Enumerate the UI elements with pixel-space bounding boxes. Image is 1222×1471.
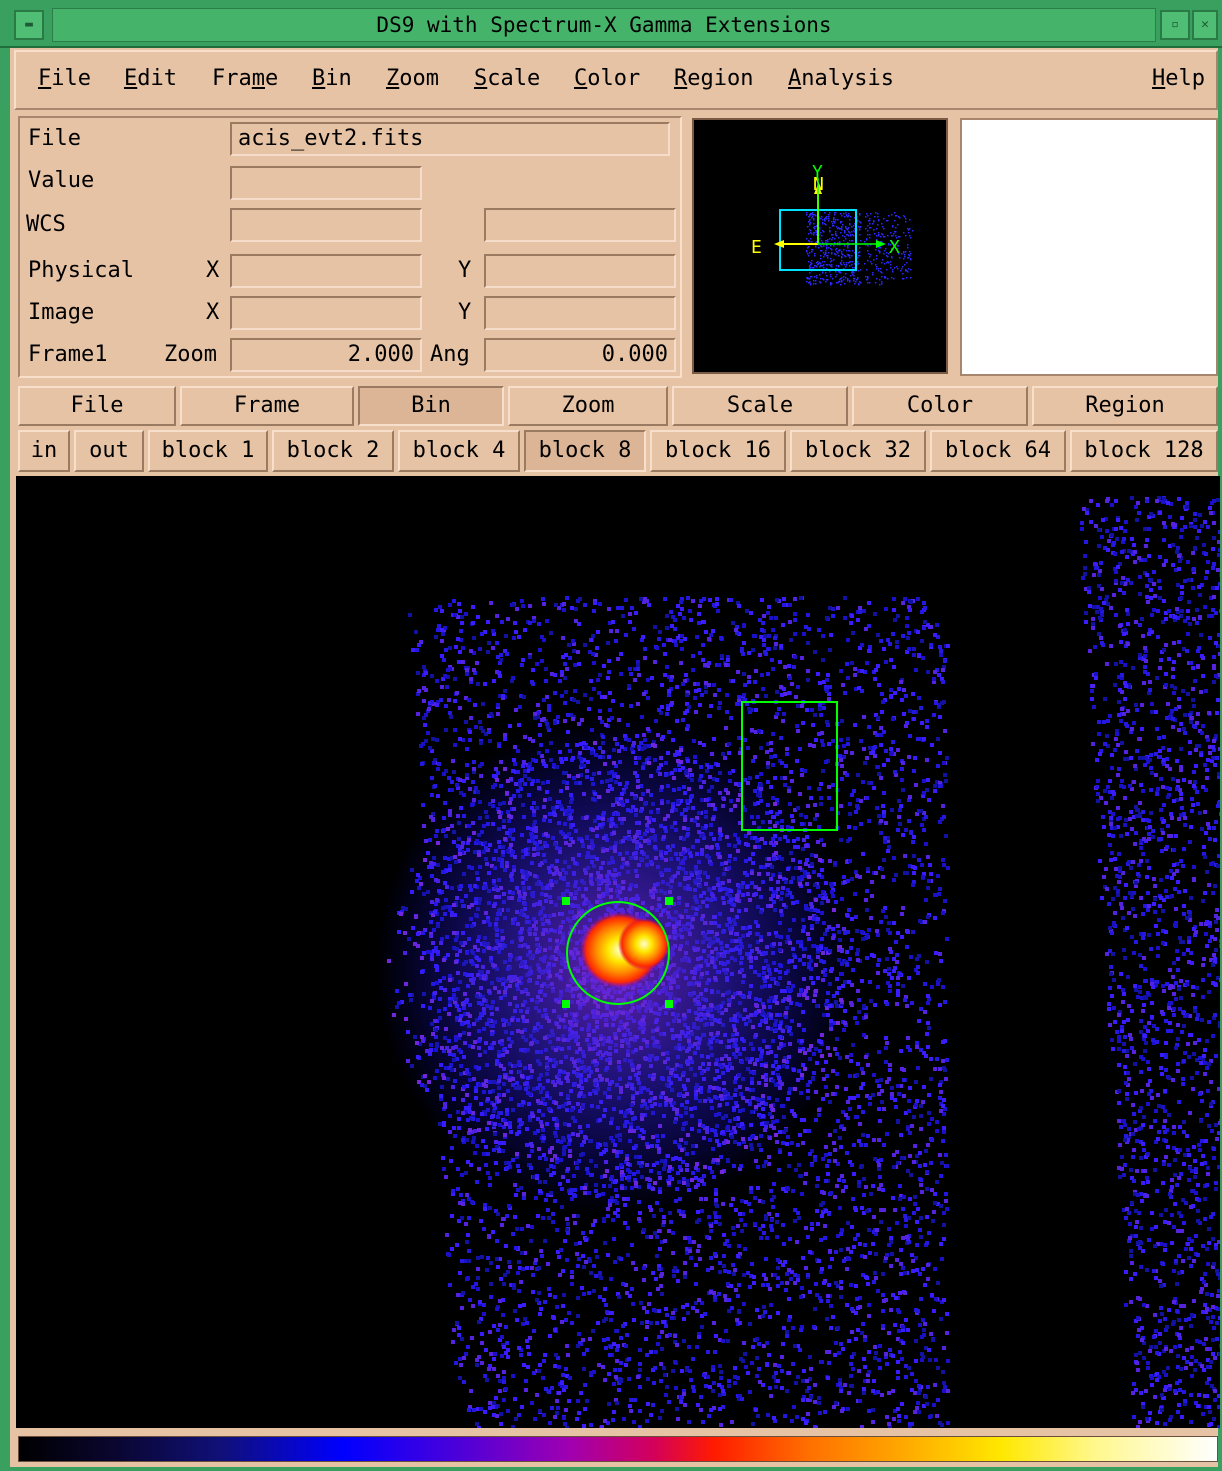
menu-scale[interactable]: Scale <box>474 66 541 91</box>
panner-y-label: Y <box>812 162 823 183</box>
zoom-label: Zoom <box>164 342 217 367</box>
panner-east-label: E <box>751 237 762 258</box>
east-arrowhead-icon <box>774 240 784 248</box>
bright-source-lobe <box>618 918 670 970</box>
circle-region-handle-bl[interactable] <box>562 1000 570 1008</box>
wcs-field-2 <box>484 208 676 242</box>
bin-block-32-button[interactable]: block 32 <box>790 430 926 472</box>
circle-region[interactable] <box>566 901 670 1005</box>
window-border-bottom <box>0 1467 1222 1471</box>
button-bar-bin[interactable]: Bin <box>358 386 504 426</box>
menu-frame[interactable]: Frame <box>212 66 279 91</box>
menu-region[interactable]: Region <box>674 66 754 91</box>
window-title: DS9 with Spectrum-X Gamma Extensions <box>52 8 1156 42</box>
menu-color[interactable]: Color <box>574 66 641 91</box>
bin-out-button[interactable]: out <box>74 430 144 472</box>
button-bar-file[interactable]: File <box>18 386 176 426</box>
physical-y-field <box>484 254 676 288</box>
bin-block-16-button[interactable]: block 16 <box>650 430 786 472</box>
image-label: Image <box>28 300 95 325</box>
file-field: acis_evt2.fits <box>230 122 670 156</box>
image-display[interactable] <box>16 476 1220 1428</box>
window-border-right <box>1218 0 1222 1471</box>
panner-image-dots <box>806 212 914 286</box>
image-y-field <box>484 296 676 330</box>
magnifier <box>960 118 1218 376</box>
menu-analysis[interactable]: Analysis <box>788 66 894 91</box>
physical-x-label: X <box>206 258 220 283</box>
physical-label: Physical <box>28 258 134 283</box>
value-label: Value <box>28 168 95 193</box>
button-bar-scale[interactable]: Scale <box>672 386 848 426</box>
title-bar[interactable]: ▬ DS9 with Spectrum-X Gamma Extensions ▫… <box>0 0 1222 48</box>
menu-bin[interactable]: Bin <box>312 66 352 91</box>
bin-in-button[interactable]: in <box>18 430 70 472</box>
image-x-field <box>230 296 422 330</box>
panner-thumbnail: N E Y X <box>751 162 914 286</box>
window-border-left <box>0 0 10 1471</box>
bin-block-4-button[interactable]: block 4 <box>398 430 520 472</box>
button-bar-frame[interactable]: Frame <box>180 386 354 426</box>
bin-block-64-button[interactable]: block 64 <box>930 430 1066 472</box>
button-bar-region[interactable]: Region <box>1032 386 1218 426</box>
minimize-icon[interactable]: ▫ <box>1160 10 1190 40</box>
image-canvas <box>376 496 1220 1428</box>
window-menu-icon[interactable]: ▬ <box>14 10 44 40</box>
button-bar-zoom[interactable]: Zoom <box>508 386 668 426</box>
panner[interactable]: N E Y X <box>692 118 948 374</box>
menu-edit[interactable]: Edit <box>124 66 177 91</box>
angle-field: 0.000 <box>484 338 676 372</box>
colorbar[interactable] <box>18 1436 1218 1462</box>
box-region[interactable] <box>741 701 838 831</box>
bin-block-128-button[interactable]: block 128 <box>1070 430 1218 472</box>
physical-x-field <box>230 254 422 288</box>
wcs-label: WCS <box>26 212 66 237</box>
bin-block-2-button[interactable]: block 2 <box>272 430 394 472</box>
physical-y-label: Y <box>458 258 472 283</box>
panner-x-label: X <box>889 237 900 258</box>
file-label: File <box>28 126 81 151</box>
circle-region-handle-tl[interactable] <box>562 897 570 905</box>
bin-block-8-button[interactable]: block 8 <box>524 430 646 472</box>
circle-region-handle-br[interactable] <box>665 1000 673 1008</box>
frame-label: Frame1 <box>28 342 108 367</box>
menu-bar: File Edit Frame Bin Zoom Scale Color Reg… <box>14 50 1218 110</box>
angle-label: Ang <box>430 342 470 367</box>
value-field <box>230 166 422 200</box>
x-arrowhead-icon <box>876 240 886 248</box>
image-x-label: X <box>206 300 220 325</box>
wcs-field-1 <box>230 208 422 242</box>
button-bar-color[interactable]: Color <box>852 386 1028 426</box>
menu-file[interactable]: File <box>38 66 91 91</box>
zoom-field: 2.000 <box>230 338 422 372</box>
circle-region-handle-tr[interactable] <box>665 897 673 905</box>
image-y-label: Y <box>458 300 472 325</box>
info-panel: File acis_evt2.fits Value WCS Physical X… <box>18 116 682 378</box>
menu-zoom[interactable]: Zoom <box>386 66 439 91</box>
close-icon[interactable]: ✕ <box>1192 10 1218 40</box>
menu-help[interactable]: Help <box>1152 66 1205 91</box>
bin-block-1-button[interactable]: block 1 <box>148 430 268 472</box>
